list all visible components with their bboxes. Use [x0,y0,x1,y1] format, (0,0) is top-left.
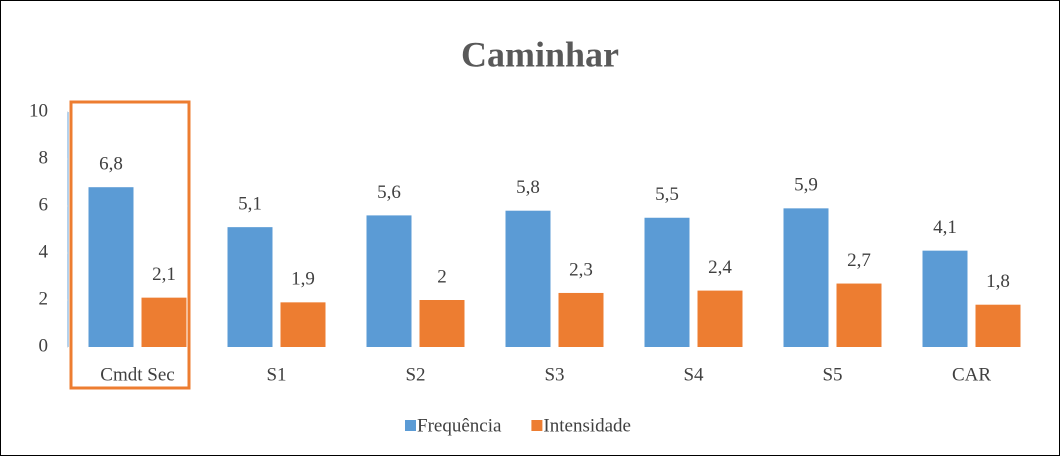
chart-title: Caminhar [461,34,619,74]
bar [922,250,968,347]
x-tick-label: S4 [683,364,704,385]
y-tick-label: 10 [29,100,48,121]
data-label: 1,8 [986,271,1010,292]
x-tick-label: Cmdt Sec [100,364,174,385]
bar [141,297,187,347]
bar [558,292,604,347]
legend-swatch [531,420,543,431]
y-tick-label: 0 [39,335,49,356]
bar [975,304,1021,347]
bar [783,208,829,347]
data-label: 5,1 [238,194,262,215]
y-tick-label: 8 [39,147,49,168]
data-label: 1,9 [291,269,315,290]
y-tick-label: 2 [39,288,49,309]
x-tick-label: S3 [544,364,564,385]
data-label: 6,8 [99,154,123,175]
x-tick-label: S1 [266,364,286,385]
data-label: 5,9 [794,175,818,196]
x-tick-label: S5 [822,364,842,385]
bar [697,290,743,347]
data-label: 5,6 [377,182,401,203]
legend-label: Intensidade [543,415,631,436]
data-label: 2,4 [708,257,732,278]
data-label: 2,7 [847,250,871,271]
bar [227,227,273,347]
data-label: 2,1 [152,264,176,285]
bar [88,187,134,347]
legend-label: Frequência [417,415,502,436]
highlight-box [69,100,191,390]
bar [280,302,326,347]
bar [366,215,412,347]
data-label: 2,3 [569,259,593,280]
bar [836,283,882,347]
legend-swatch [405,420,416,431]
y-tick-label: 4 [39,241,49,262]
data-label: 4,1 [933,217,957,238]
data-label: 5,8 [516,177,540,198]
x-tick-label: CAR [952,364,991,385]
x-tick-label: S2 [405,364,425,385]
data-label: 2 [437,266,447,287]
bar [644,217,690,347]
bar [419,300,465,347]
data-label: 5,5 [655,184,679,205]
y-tick-label: 6 [39,194,49,215]
bar [505,210,551,347]
